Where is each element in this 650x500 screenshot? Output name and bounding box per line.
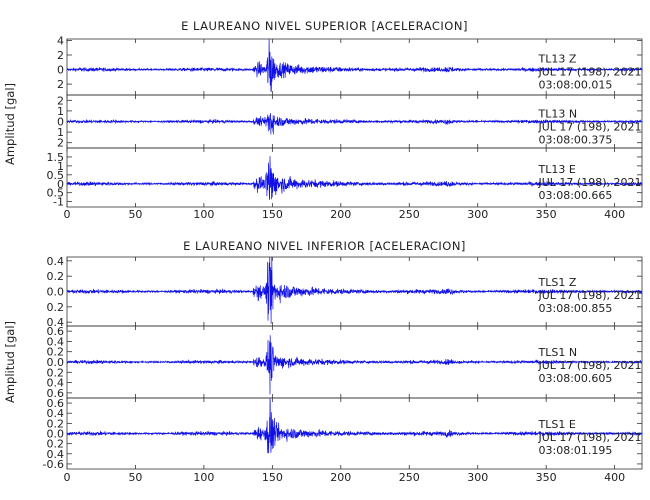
trace-time-label: 03:08:00.015 xyxy=(539,79,613,92)
x-tick-label: 350 xyxy=(536,208,557,221)
y-tick-label: 0 xyxy=(57,64,64,77)
trace-date-label: JUL 17 (198), 2021 xyxy=(538,359,642,372)
y-tick-label: 0.4 xyxy=(47,316,65,329)
y-tick-label: 2 xyxy=(57,49,64,62)
y-tick-label: 2 xyxy=(57,94,64,107)
chart-title: E LAUREANO NIVEL SUPERIOR [ACELERACION] xyxy=(181,19,468,33)
y-tick-label: 2 xyxy=(57,137,64,150)
x-tick-label: 100 xyxy=(193,471,214,484)
y-tick-label: 0.0 xyxy=(47,286,65,299)
x-tick-label: 300 xyxy=(467,471,488,484)
y-tick-label: 0.4 xyxy=(47,255,65,268)
y-tick-label: 0.4 xyxy=(47,448,65,461)
x-tick-label: 50 xyxy=(128,208,142,221)
y-tick-label: 0.2 xyxy=(47,346,65,359)
trace-time-label: 03:08:00.375 xyxy=(539,133,613,146)
seismic-trace xyxy=(66,256,643,324)
seismic-trace xyxy=(66,113,643,135)
trace-frame xyxy=(66,147,643,208)
y-tick-label: 0.2 xyxy=(47,270,65,283)
chart-title: E LAUREANO NIVEL INFERIOR [ACELERACION] xyxy=(183,239,466,253)
x-tick-label: 0 xyxy=(64,208,71,221)
y-tick-label: 0 xyxy=(57,178,64,191)
lower-panel: E LAUREANO NIVEL INFERIOR [ACELERACION] A… xyxy=(3,239,643,484)
y-tick-label: 0.6 xyxy=(47,325,65,338)
seismic-trace xyxy=(66,335,643,395)
x-tick-label: 300 xyxy=(467,208,488,221)
y-tick-label: 0 xyxy=(57,116,64,129)
x-tick-label: 200 xyxy=(330,208,351,221)
y-tick-label: 0.5 xyxy=(47,169,65,182)
y-tick-label: 0.4 xyxy=(47,407,65,420)
x-tick-label: 250 xyxy=(399,471,420,484)
y-tick-label: 2 xyxy=(57,78,64,91)
trace-station-label: TL13 Z xyxy=(538,53,577,66)
y-axis-label: Amplitud [gal] xyxy=(3,83,17,165)
y-tick-label: 0.2 xyxy=(47,438,65,451)
trace-station-label: TL13 N xyxy=(538,107,578,120)
trace-date-label: JUL 17 (198), 2021 xyxy=(538,431,642,444)
x-tick-label: 250 xyxy=(399,208,420,221)
x-tick-label: 150 xyxy=(262,208,283,221)
trace-time-label: 03:08:01.195 xyxy=(539,444,613,457)
y-tick-label: 0.6 xyxy=(47,397,65,410)
x-tick-label: 150 xyxy=(262,471,283,484)
x-tick-label: 200 xyxy=(330,471,351,484)
y-tick-label: 0.2 xyxy=(47,417,65,430)
y-tick-label: 0.0 xyxy=(47,356,65,369)
trace-date-label: JUL 17 (198), 2021 xyxy=(538,120,642,133)
seismic-trace xyxy=(66,156,643,200)
x-tick-label: 350 xyxy=(536,471,557,484)
x-tick-label: 0 xyxy=(64,471,71,484)
y-tick-label: 1 xyxy=(57,105,64,118)
y-axis-label: Amplitud [gal] xyxy=(3,321,17,403)
trace-station-label: TLS1 Z xyxy=(538,276,577,289)
y-tick-label: 0.2 xyxy=(47,301,65,314)
trace-date-label: JUL 17 (198), 2021 xyxy=(538,176,642,189)
seismic-trace xyxy=(66,38,643,92)
x-tick-label: 400 xyxy=(604,471,625,484)
y-tick-label: 0.5 xyxy=(47,187,65,200)
y-tick-label: 0.2 xyxy=(47,366,65,379)
x-tick-label: 400 xyxy=(604,208,625,221)
y-tick-label: -0.6 xyxy=(43,458,64,471)
y-tick-label: 0.6 xyxy=(47,387,65,400)
trace-station-label: TLS1 E xyxy=(538,418,576,431)
trace-station-label: TLS1 N xyxy=(538,346,578,359)
trace-time-label: 03:08:00.855 xyxy=(539,302,613,315)
y-tick-label: 1 xyxy=(57,126,64,139)
y-tick-label: -1 xyxy=(53,196,64,209)
trace-date-label: JUL 17 (198), 2021 xyxy=(538,66,642,79)
trace-station-label: TL13 E xyxy=(538,163,576,176)
y-tick-label: 0.0 xyxy=(47,428,65,441)
seismic-trace xyxy=(66,398,643,454)
y-tick-label: 4 xyxy=(57,34,64,47)
y-tick-label: 1 xyxy=(57,160,64,173)
trace-date-label: JUL 17 (198), 2021 xyxy=(538,289,642,302)
x-tick-label: 100 xyxy=(193,208,214,221)
x-tick-label: 50 xyxy=(128,471,142,484)
y-tick-label: 0.4 xyxy=(47,377,65,390)
y-tick-label: 0.4 xyxy=(47,335,65,348)
trace-time-label: 03:08:00.665 xyxy=(539,189,613,202)
y-tick-label: 1.5 xyxy=(47,151,65,164)
trace-time-label: 03:08:00.605 xyxy=(539,372,613,385)
upper-panel: E LAUREANO NIVEL SUPERIOR [ACELERACION] A… xyxy=(3,19,643,221)
